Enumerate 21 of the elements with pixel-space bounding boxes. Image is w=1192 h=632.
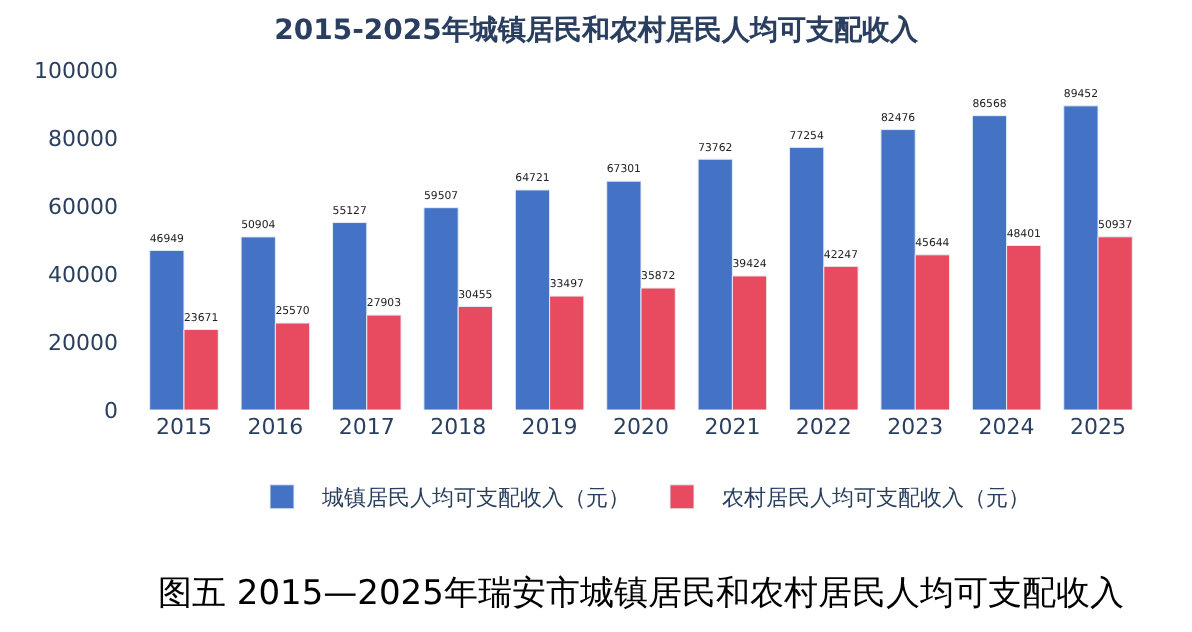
y-tick-label: 20000 [48,329,118,356]
x-tick-label: 2025 [1070,414,1127,440]
y-tick-label: 40000 [48,261,118,288]
x-tick-label: 2018 [430,414,487,440]
chart-title: 2015-2025年城镇居民和农村居民人均可支配收入 [274,14,920,47]
x-tick-label: 2023 [887,414,944,440]
y-tick-label: 60000 [48,193,118,220]
x-tick-label: 2015 [155,414,212,440]
x-tick-label: 2020 [613,414,669,440]
legend-label: 农村居民人均可支配收入（元） [722,485,1030,512]
text: 图五 2015—2025年瑞安市城镇居民和农村居民人均可支配收入 [158,574,1124,614]
x-tick-label: 2017 [338,414,395,440]
x-tick-label: 2024 [978,414,1035,440]
y-tick-label: 80000 [48,125,118,152]
y-tick-label: 100000 [34,57,118,84]
x-tick-label: 2019 [521,414,578,440]
x-tick-label: 2016 [247,414,304,440]
legend-label: 城镇居民人均可支配收入（元） [320,485,630,512]
x-tick-label: 2021 [704,414,761,440]
y-tick-label: 0 [104,397,118,424]
x-tick-label: 2022 [795,414,852,440]
